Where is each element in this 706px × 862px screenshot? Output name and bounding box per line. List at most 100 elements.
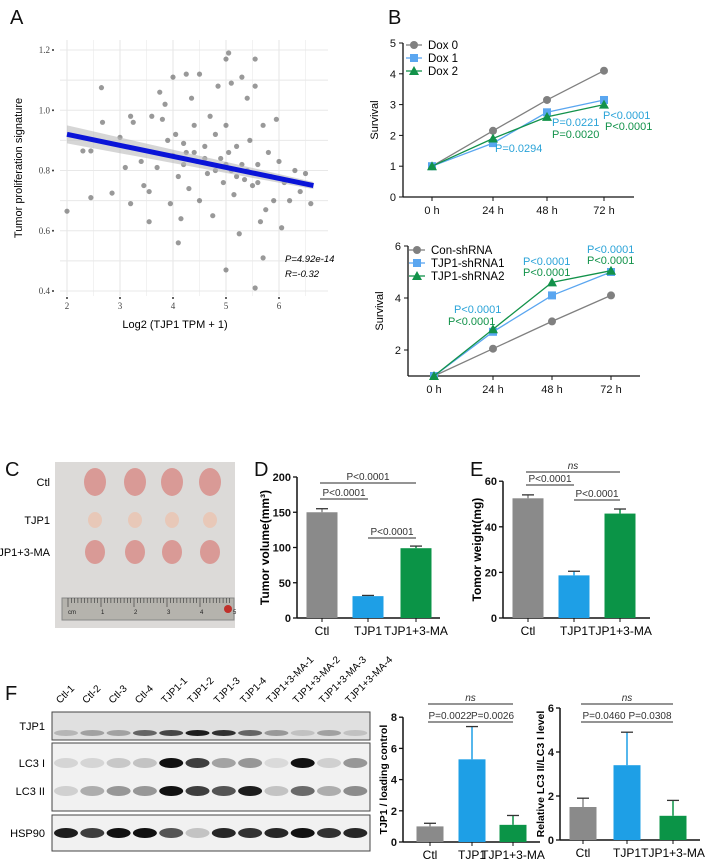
blot-band (317, 730, 341, 736)
plot-background (60, 40, 328, 296)
data-point (128, 113, 134, 119)
data-point (287, 198, 293, 204)
tumor-photo: Ctl TJP1 TJP1+3-MA cm 1 2 3 4 5 (0, 462, 237, 628)
data-point (196, 71, 203, 77)
data-point (181, 140, 187, 146)
blot-band (317, 758, 341, 768)
marker-circle (410, 41, 418, 49)
marker-triangle (427, 161, 437, 171)
panel-label-f: F (5, 683, 17, 705)
bar (569, 807, 597, 840)
data-point (223, 122, 229, 128)
blot-band (106, 758, 131, 768)
y-tick-label: 0.8 (39, 166, 51, 176)
data-point (292, 167, 298, 174)
data-point (191, 149, 197, 156)
ruler (61, 597, 235, 621)
data-point (231, 192, 237, 198)
tumor (85, 540, 105, 564)
data-point (212, 131, 218, 137)
data-point (252, 56, 258, 62)
data-point (88, 195, 94, 201)
ruler-label: 1 (101, 610, 105, 616)
bar (416, 826, 444, 842)
blot-band (185, 758, 210, 768)
data-point (130, 119, 136, 125)
bar (613, 765, 641, 840)
blot-band (211, 828, 236, 838)
data-point (99, 119, 106, 125)
data-point (271, 198, 277, 204)
tumor (162, 540, 182, 564)
marker-triangle (412, 271, 422, 280)
data-point (202, 143, 208, 149)
blot-band (106, 828, 131, 838)
tumor (88, 512, 102, 528)
x-tick-label: 72 h (593, 205, 614, 217)
blot-row-label: LC3 II (16, 786, 45, 798)
marker-square (489, 139, 497, 148)
lane-label: Ctl-3 (107, 683, 130, 706)
ruler-label: 2 (134, 610, 138, 616)
blot-band (317, 786, 341, 796)
y-axis-label: Tomor weight(mg) (470, 498, 484, 602)
y-tick-label: 200 (273, 472, 291, 484)
x-tick-label: Ctl (521, 624, 536, 638)
data-point (159, 116, 165, 122)
x-tick-label: Ctl (423, 848, 438, 862)
x-tick-label: TJP1+3-MA (641, 846, 705, 860)
blot-band (80, 828, 105, 838)
blot-band (264, 828, 289, 838)
comparison-label: P=0.0026 (471, 711, 515, 722)
y-tick-label: 0.6 (39, 226, 51, 236)
blot-band (106, 786, 131, 796)
data-point (223, 56, 229, 62)
x-tick-label: TJP1 (458, 848, 486, 862)
marker-circle (548, 317, 556, 326)
marker-triangle (542, 111, 552, 121)
marker-triangle (606, 265, 616, 275)
tumor (203, 512, 217, 528)
data-point (210, 213, 216, 219)
x-tick-label: 48 h (536, 205, 557, 217)
x-tick-label: TJP1+3-MA (481, 848, 545, 862)
comparison-label: P<0.0001 (575, 489, 619, 500)
data-point (175, 173, 181, 180)
marker-circle (413, 246, 421, 254)
y-tick-label: 8 (391, 712, 397, 724)
y-tick-label: 40 (485, 522, 497, 534)
marker-circle (489, 126, 497, 135)
x-tick-label: TJP1 (354, 624, 382, 638)
series-line (431, 103, 605, 167)
tumor (124, 468, 146, 496)
blot-band (106, 730, 131, 736)
ruler-label: 5 (233, 610, 237, 616)
blot-band (185, 786, 210, 796)
x-tick-label: 24 h (482, 205, 503, 217)
bar (558, 575, 590, 618)
x-tick-label: 5 (224, 301, 229, 311)
data-point (98, 85, 105, 91)
blot-band (159, 758, 184, 768)
x-tick-label: 4 (171, 301, 176, 311)
blot-band (54, 730, 78, 736)
x-tick-label: 3 (118, 301, 123, 311)
data-point (146, 219, 152, 225)
data-point (215, 83, 221, 89)
data-point (109, 190, 115, 196)
y-tick-label: 2 (395, 345, 401, 357)
p-value-annotation: P=0.0020 (552, 129, 599, 141)
x-tick-label: TJP1+3-MA (588, 624, 652, 638)
data-point (220, 179, 226, 186)
marker-triangle (429, 371, 439, 380)
data-point (239, 74, 245, 80)
y-tick-label: 6 (395, 241, 401, 253)
data-point (170, 74, 176, 80)
y-tick-label: 2 (390, 130, 396, 142)
y-tick-mark (52, 229, 54, 232)
r-value-annotation: R=-0.32 (285, 269, 320, 280)
blot-band (290, 786, 315, 796)
y-tick-label: 4 (548, 747, 555, 759)
